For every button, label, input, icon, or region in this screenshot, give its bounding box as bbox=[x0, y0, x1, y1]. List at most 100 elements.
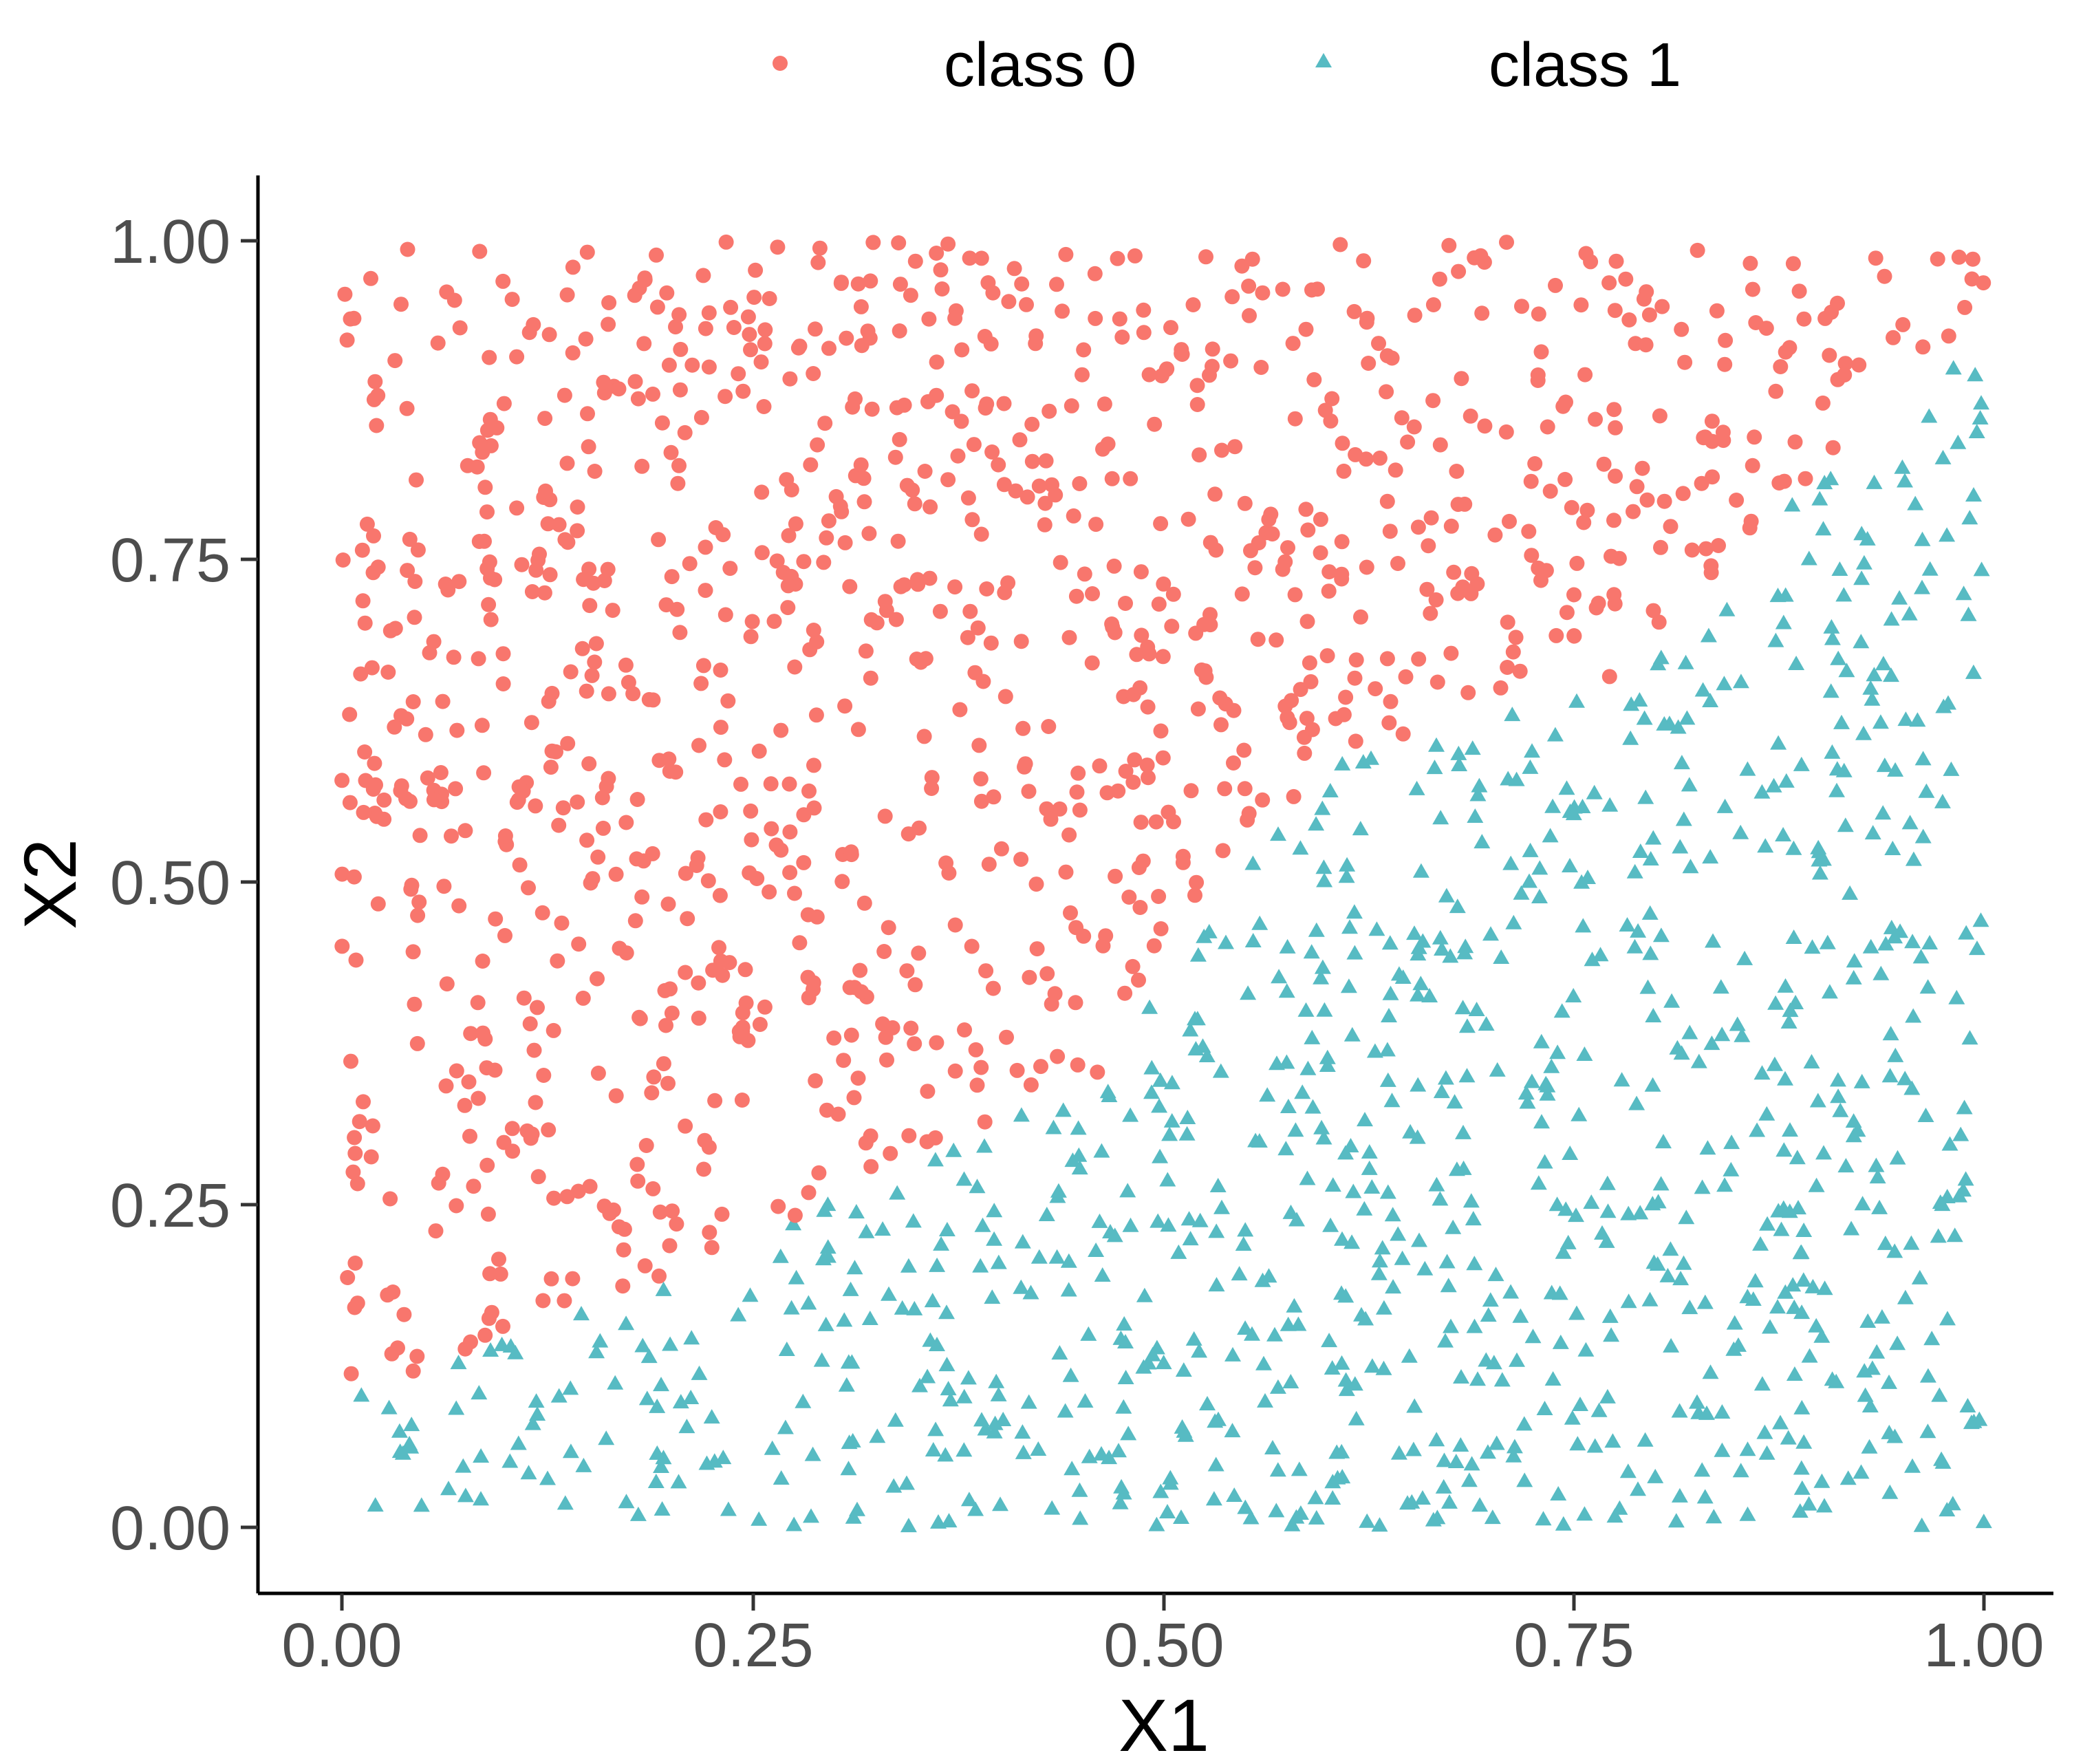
class0-point bbox=[440, 582, 456, 598]
class1-point bbox=[1886, 929, 1903, 944]
class1-point bbox=[986, 1231, 1003, 1246]
class1-point bbox=[1642, 851, 1659, 865]
class1-point bbox=[1045, 1119, 1062, 1134]
class0-point bbox=[1382, 524, 1398, 539]
class1-point bbox=[1831, 561, 1848, 576]
class1-point bbox=[1533, 1033, 1550, 1048]
class0-point bbox=[504, 1121, 520, 1137]
class0-point bbox=[1226, 755, 1241, 771]
class1-point bbox=[471, 1385, 488, 1400]
class1-point bbox=[1352, 821, 1369, 836]
class1-point bbox=[1905, 851, 1922, 866]
class0-point bbox=[1825, 440, 1841, 455]
class1-point bbox=[1277, 1141, 1295, 1156]
class0-point bbox=[957, 1022, 972, 1037]
y-tick-label: 0.25 bbox=[110, 1172, 230, 1240]
class0-point bbox=[1134, 627, 1150, 643]
class0-point bbox=[1321, 583, 1337, 599]
class1-point bbox=[1712, 979, 1729, 994]
class0-point bbox=[1284, 693, 1299, 709]
class1-point bbox=[1961, 510, 1978, 525]
class0-point bbox=[644, 1085, 660, 1101]
class1-point bbox=[881, 1286, 897, 1301]
class1-point bbox=[394, 1445, 411, 1460]
class1-point bbox=[1815, 521, 1832, 536]
class0-point bbox=[466, 1179, 482, 1194]
class1-point bbox=[1958, 925, 1975, 940]
class0-point bbox=[1654, 299, 1670, 314]
class0-point bbox=[698, 321, 713, 336]
class0-point bbox=[461, 1074, 477, 1090]
class1-point bbox=[986, 1423, 1003, 1439]
class0-point bbox=[339, 332, 355, 348]
class1-point bbox=[1437, 1333, 1454, 1348]
class1-point bbox=[1456, 945, 1474, 960]
class1-point bbox=[1917, 1108, 1934, 1122]
class1-point bbox=[1945, 360, 1962, 375]
class1-point bbox=[1314, 959, 1331, 974]
class1-point bbox=[940, 1381, 957, 1396]
class0-point bbox=[1334, 566, 1350, 582]
legend-class0-marker bbox=[773, 56, 788, 71]
class0-point bbox=[446, 649, 462, 665]
class0-point bbox=[677, 424, 693, 440]
class1-point bbox=[1675, 1255, 1692, 1270]
class1-point bbox=[1843, 1220, 1860, 1236]
class0-point bbox=[579, 244, 595, 260]
class1-point bbox=[1412, 863, 1429, 878]
class0-point bbox=[1299, 614, 1315, 630]
class1-point bbox=[1739, 761, 1756, 776]
class0-point bbox=[629, 851, 645, 867]
class1-point bbox=[1544, 1371, 1562, 1386]
class1-point bbox=[942, 1392, 959, 1407]
class0-point bbox=[343, 1053, 358, 1069]
class0-point bbox=[1180, 511, 1196, 527]
class0-point bbox=[950, 448, 966, 464]
class0-point bbox=[701, 359, 717, 375]
class0-point bbox=[753, 354, 769, 370]
class1-point bbox=[618, 1494, 635, 1509]
class1-point bbox=[977, 1421, 994, 1436]
class1-point bbox=[1467, 808, 1484, 823]
class0-point bbox=[691, 975, 706, 991]
class0-point bbox=[1075, 367, 1090, 383]
class1-point bbox=[960, 1370, 977, 1385]
class1-point bbox=[1342, 1138, 1359, 1152]
class0-point bbox=[1359, 559, 1374, 575]
class0-point bbox=[1196, 616, 1212, 632]
class1-point bbox=[938, 1304, 955, 1320]
class0-point bbox=[365, 1118, 380, 1134]
class1-point bbox=[1757, 838, 1774, 853]
class0-point bbox=[954, 342, 970, 358]
class1-point bbox=[1739, 1289, 1756, 1304]
class0-point bbox=[428, 1223, 444, 1239]
class0-point bbox=[893, 579, 909, 594]
class0-point bbox=[658, 1018, 673, 1033]
class0-point bbox=[357, 615, 373, 631]
class0-point bbox=[715, 967, 731, 983]
class1-point bbox=[785, 1216, 802, 1231]
class0-point bbox=[1500, 660, 1515, 675]
class1-point bbox=[647, 1474, 665, 1488]
class1-point bbox=[1371, 1517, 1388, 1532]
class0-point bbox=[920, 1084, 936, 1099]
class0-point bbox=[1419, 581, 1435, 597]
class1-point bbox=[1576, 1506, 1593, 1521]
class1-point bbox=[1159, 1172, 1176, 1187]
class1-point bbox=[1428, 1432, 1445, 1447]
class0-point bbox=[1133, 815, 1149, 830]
class0-point bbox=[1208, 542, 1224, 558]
class1-point bbox=[1454, 1000, 1471, 1015]
x-axis-ticks: 0.00 0.25 0.50 0.75 1.00 bbox=[281, 1593, 2044, 1680]
class1-point bbox=[529, 1406, 546, 1421]
class0-point bbox=[670, 475, 686, 491]
class1-point bbox=[618, 1315, 635, 1331]
class1-point bbox=[1080, 1326, 1097, 1341]
class1-point bbox=[1555, 1516, 1572, 1531]
class0-point bbox=[1299, 711, 1315, 727]
class1-point bbox=[1465, 1211, 1482, 1226]
class0-point bbox=[1773, 359, 1789, 374]
class0-point bbox=[1745, 458, 1760, 473]
class0-point bbox=[1524, 548, 1540, 563]
class1-point bbox=[938, 1222, 956, 1236]
